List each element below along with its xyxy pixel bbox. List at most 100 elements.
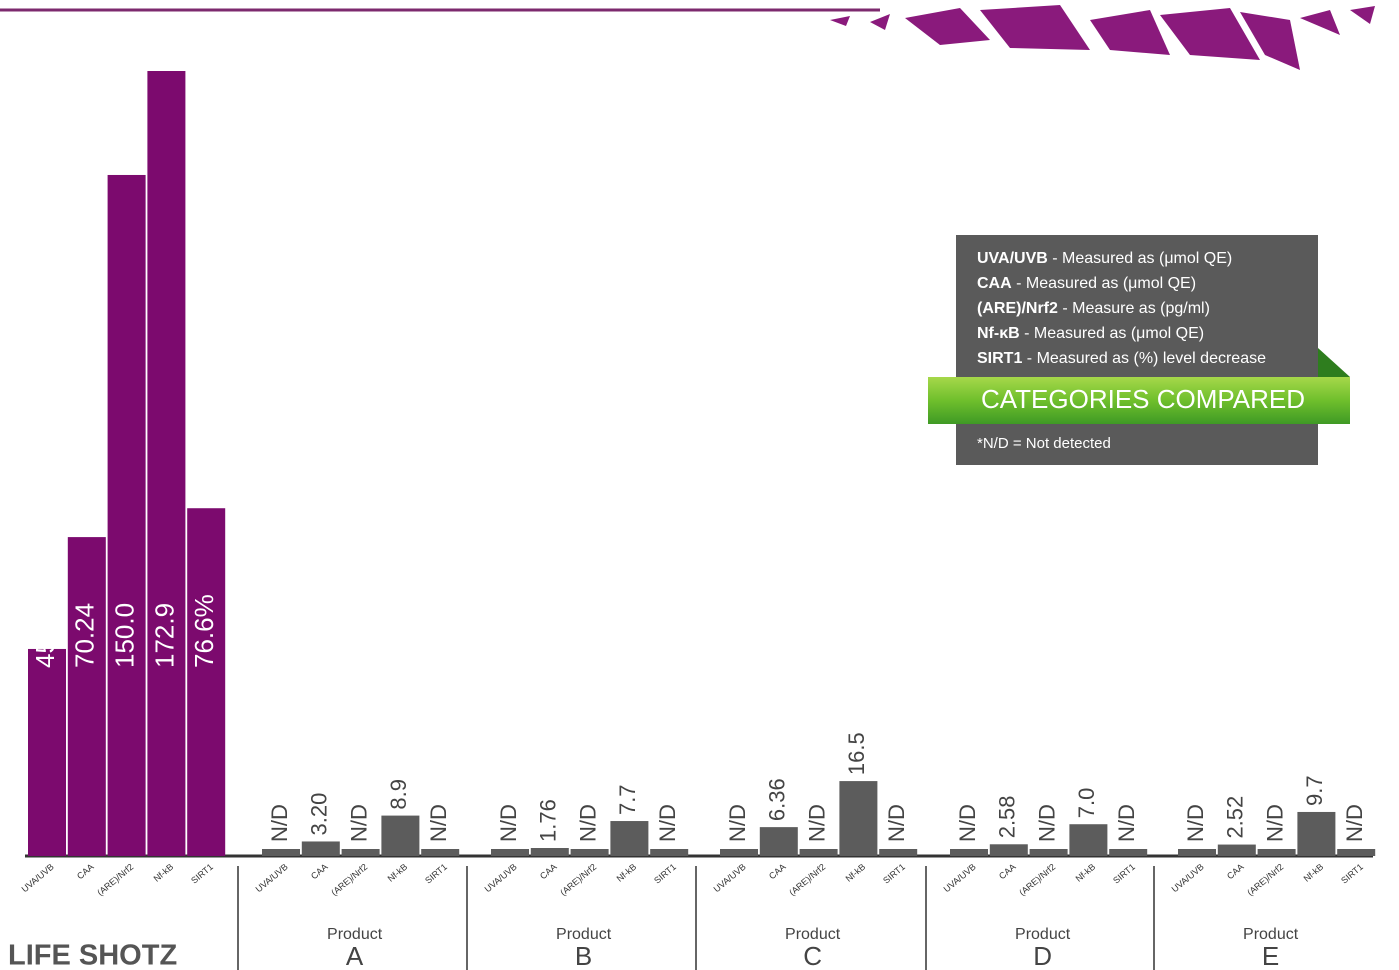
note-desc: - Measured as (μmol QE) <box>1048 250 1232 267</box>
value-label: N/D <box>1342 804 1367 842</box>
notes-box: CATEGORIES COMPARED *N/D = Not detected <box>928 235 1350 465</box>
note-desc: - Measure as (pg/ml) <box>1058 300 1210 317</box>
x-tick-label: CAA <box>309 862 330 882</box>
notes-bg <box>956 235 1318 465</box>
x-tick-label: (ARE)/Nrf2 <box>329 862 369 898</box>
value-label: 16.5 <box>844 732 869 775</box>
nd-stub <box>341 849 380 856</box>
x-tick-label: Nf-kB <box>1074 862 1098 884</box>
nd-stub <box>570 849 609 856</box>
note-desc: - Measured as (%) level decrease <box>1022 350 1266 367</box>
x-tick-label: Nf-kB <box>152 862 176 884</box>
value-label: N/D <box>655 804 680 842</box>
value-label: N/D <box>426 804 451 842</box>
note-term: CAA <box>977 275 1012 292</box>
value-label: 150.0 <box>109 603 139 668</box>
value-label: 2.52 <box>1223 796 1248 839</box>
note-desc: - Measured as (μmol QE) <box>1020 325 1204 342</box>
bar <box>67 537 106 856</box>
group-name: E <box>1262 941 1279 970</box>
group-label: Product <box>556 926 612 943</box>
bar <box>759 827 798 856</box>
bar <box>28 648 66 856</box>
x-tick-label: UVA/UVB <box>1170 862 1206 895</box>
note-term: SIRT1 <box>977 350 1022 367</box>
banner-bg <box>928 377 1350 424</box>
value-label: N/D <box>1114 804 1139 842</box>
x-tick-label: Nf-kB <box>1302 862 1326 884</box>
value-label: N/D <box>804 804 829 842</box>
footnote: *N/D = Not detected <box>977 435 1111 452</box>
x-tick-label: UVA/UVB <box>712 862 748 895</box>
nd-stub <box>1178 849 1216 856</box>
nd-stub <box>950 849 988 856</box>
x-tick-label: (ARE)/Nrf2 <box>558 862 598 898</box>
x-tick-label: SIRT1 <box>1111 862 1137 886</box>
bar <box>989 844 1028 856</box>
group-name: C <box>803 941 822 970</box>
x-tick-label: (ARE)/Nrf2 <box>787 862 827 898</box>
bar <box>530 848 569 856</box>
group-label: Product <box>785 926 841 943</box>
x-tick-label: SIRT1 <box>652 862 678 886</box>
bar <box>107 174 146 856</box>
value-label: N/D <box>1034 804 1059 842</box>
banner-fold <box>1318 348 1350 377</box>
x-tick-label: CAA <box>1225 862 1246 882</box>
bar <box>1217 844 1256 856</box>
note-term: (ARE)/Nrf2 <box>977 300 1058 317</box>
nd-stub <box>1257 849 1296 856</box>
value-label: 9.7 <box>1302 775 1327 806</box>
value-label: 6.36 <box>765 778 790 821</box>
value-label: 76.6% <box>189 594 219 668</box>
note-term: Nf-κB <box>977 325 1020 342</box>
x-tick-label: CAA <box>997 862 1018 882</box>
x-tick-label: SIRT1 <box>189 862 215 886</box>
bar <box>839 781 878 856</box>
group-label: Product <box>1015 926 1071 943</box>
x-tick-label: UVA/UVB <box>483 862 519 895</box>
note-line: (ARE)/Nrf2 - Measure as (pg/ml) <box>977 300 1210 317</box>
nd-stub <box>1337 849 1376 856</box>
x-tick-label: SIRT1 <box>423 862 449 886</box>
nd-stub <box>799 849 838 856</box>
decoration <box>830 5 1375 70</box>
value-label: 70.24 <box>70 603 100 668</box>
value-label: N/D <box>1183 804 1208 842</box>
value-label: N/D <box>955 804 980 842</box>
x-tick-label: UVA/UVB <box>942 862 978 895</box>
nd-stub <box>720 849 758 856</box>
x-tick-label: (ARE)/Nrf2 <box>95 862 135 898</box>
value-label: 1.76 <box>536 799 561 842</box>
value-label: 172.9 <box>149 603 179 668</box>
value-label: N/D <box>496 804 521 842</box>
bar <box>610 821 649 856</box>
value-label: N/D <box>884 804 909 842</box>
nd-stub <box>650 849 689 856</box>
value-label: 8.9 <box>386 779 411 810</box>
bar <box>187 508 226 856</box>
note-line: UVA/UVB - Measured as (μmol QE) <box>977 250 1232 267</box>
banner-text: CATEGORIES COMPARED <box>981 384 1305 414</box>
value-label: N/D <box>575 804 600 842</box>
x-tick-label: UVA/UVB <box>254 862 290 895</box>
value-label: N/D <box>1262 804 1287 842</box>
note-line: SIRT1 - Measured as (%) level decrease <box>977 350 1266 367</box>
x-tick-label: SIRT1 <box>881 862 907 886</box>
value-label: 7.7 <box>615 784 640 815</box>
bar <box>1297 811 1336 856</box>
x-tick-label: CAA <box>538 862 559 882</box>
x-tick-label: SIRT1 <box>1339 862 1365 886</box>
bar <box>381 815 420 856</box>
note-desc: - Measured as (μmol QE) <box>1012 275 1196 292</box>
value-label: 45.6 <box>30 617 60 668</box>
note-term: UVA/UVB <box>977 250 1048 267</box>
x-tick-label: UVA/UVB <box>20 862 56 895</box>
value-label: N/D <box>267 804 292 842</box>
bar <box>1069 824 1108 856</box>
nd-stub <box>1029 849 1068 856</box>
group-label: Product <box>327 926 383 943</box>
x-tick-label: (ARE)/Nrf2 <box>1245 862 1285 898</box>
value-label: 7.0 <box>1074 788 1099 819</box>
group-name: A <box>346 941 364 970</box>
